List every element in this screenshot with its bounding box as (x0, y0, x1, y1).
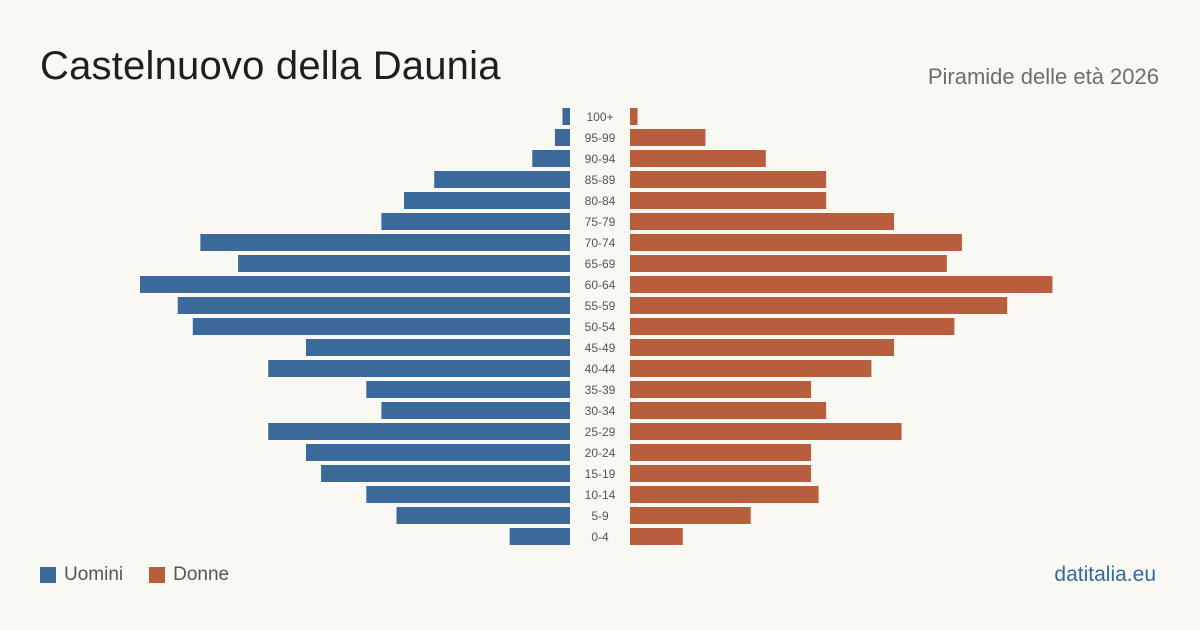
age-label-75-79: 75-79 (585, 215, 616, 229)
bar-uomini-35-39 (366, 381, 570, 398)
legend-item-uomini: Uomini (40, 564, 123, 586)
legend-swatch-donne (149, 567, 166, 583)
bar-uomini-75-79 (381, 213, 570, 230)
bar-uomini-5-9 (396, 507, 570, 524)
bar-donne-10-14 (630, 486, 819, 503)
bar-donne-100plus (630, 108, 638, 125)
legend-label-uomini: Uomini (64, 564, 124, 585)
bar-uomini-60-64 (140, 276, 570, 293)
bar-donne-75-79 (630, 213, 895, 230)
bar-donne-70-74 (630, 234, 962, 251)
age-label-65-69: 65-69 (585, 257, 616, 271)
bar-donne-35-39 (630, 381, 812, 398)
age-label-100plus: 100+ (586, 110, 613, 124)
bar-uomini-65-69 (238, 255, 570, 272)
bar-donne-30-34 (630, 402, 827, 419)
bar-donne-60-64 (630, 276, 1053, 293)
age-label-40-44: 40-44 (585, 362, 616, 376)
age-label-45-49: 45-49 (585, 341, 616, 355)
bar-donne-85-89 (630, 171, 827, 188)
age-label-60-64: 60-64 (585, 278, 616, 292)
age-label-80-84: 80-84 (585, 194, 616, 208)
bar-uomini-0-4 (509, 528, 570, 545)
bar-uomini-25-29 (268, 423, 570, 440)
age-label-5-9: 5-9 (591, 509, 609, 523)
bar-donne-5-9 (630, 507, 751, 524)
bar-uomini-45-49 (305, 339, 570, 356)
bar-uomini-90-94 (532, 150, 570, 167)
age-label-35-39: 35-39 (585, 383, 616, 397)
bar-donne-20-24 (630, 444, 812, 461)
bar-donne-55-59 (630, 297, 1008, 314)
chart-subtitle: Piramide delle età 2026 (927, 64, 1159, 89)
bar-uomini-30-34 (381, 402, 570, 419)
bar-donne-40-44 (630, 360, 872, 377)
bar-uomini-95-99 (554, 129, 570, 146)
age-label-70-74: 70-74 (585, 236, 616, 250)
bar-donne-65-69 (630, 255, 947, 272)
bar-donne-15-19 (630, 465, 812, 482)
bar-donne-0-4 (630, 528, 683, 545)
bar-uomini-40-44 (268, 360, 570, 377)
age-label-20-24: 20-24 (585, 446, 616, 460)
age-label-15-19: 15-19 (585, 467, 616, 481)
bar-uomini-50-54 (192, 318, 571, 335)
bar-donne-80-84 (630, 192, 827, 209)
legend-item-donne: Donne (149, 564, 229, 586)
age-label-95-99: 95-99 (585, 131, 616, 145)
chart-title: Castelnuovo della Daunia (40, 44, 501, 88)
bar-uomini-55-59 (177, 297, 570, 314)
bar-uomini-100plus (562, 108, 570, 125)
bar-uomini-70-74 (200, 234, 570, 251)
bar-donne-90-94 (630, 150, 766, 167)
bar-donne-95-99 (630, 129, 706, 146)
legend: Uomini Donne (40, 564, 255, 586)
age-label-55-59: 55-59 (585, 299, 616, 313)
age-label-25-29: 25-29 (585, 425, 616, 439)
bar-uomini-85-89 (434, 171, 570, 188)
bar-donne-50-54 (630, 318, 955, 335)
age-label-85-89: 85-89 (585, 173, 616, 187)
age-label-0-4: 0-4 (591, 530, 609, 544)
legend-swatch-uomini (40, 567, 56, 583)
age-label-10-14: 10-14 (585, 488, 616, 502)
bar-uomini-15-19 (321, 465, 570, 482)
bar-uomini-80-84 (404, 192, 570, 209)
age-label-50-54: 50-54 (585, 320, 616, 334)
bar-donne-45-49 (630, 339, 895, 356)
legend-label-donne: Donne (173, 564, 230, 585)
bar-uomini-10-14 (366, 486, 570, 503)
age-label-90-94: 90-94 (585, 152, 616, 166)
bar-uomini-20-24 (305, 444, 570, 461)
bar-donne-25-29 (630, 423, 902, 440)
age-label-30-34: 30-34 (585, 404, 616, 418)
brand-link[interactable]: datitalia.eu (1054, 563, 1156, 586)
